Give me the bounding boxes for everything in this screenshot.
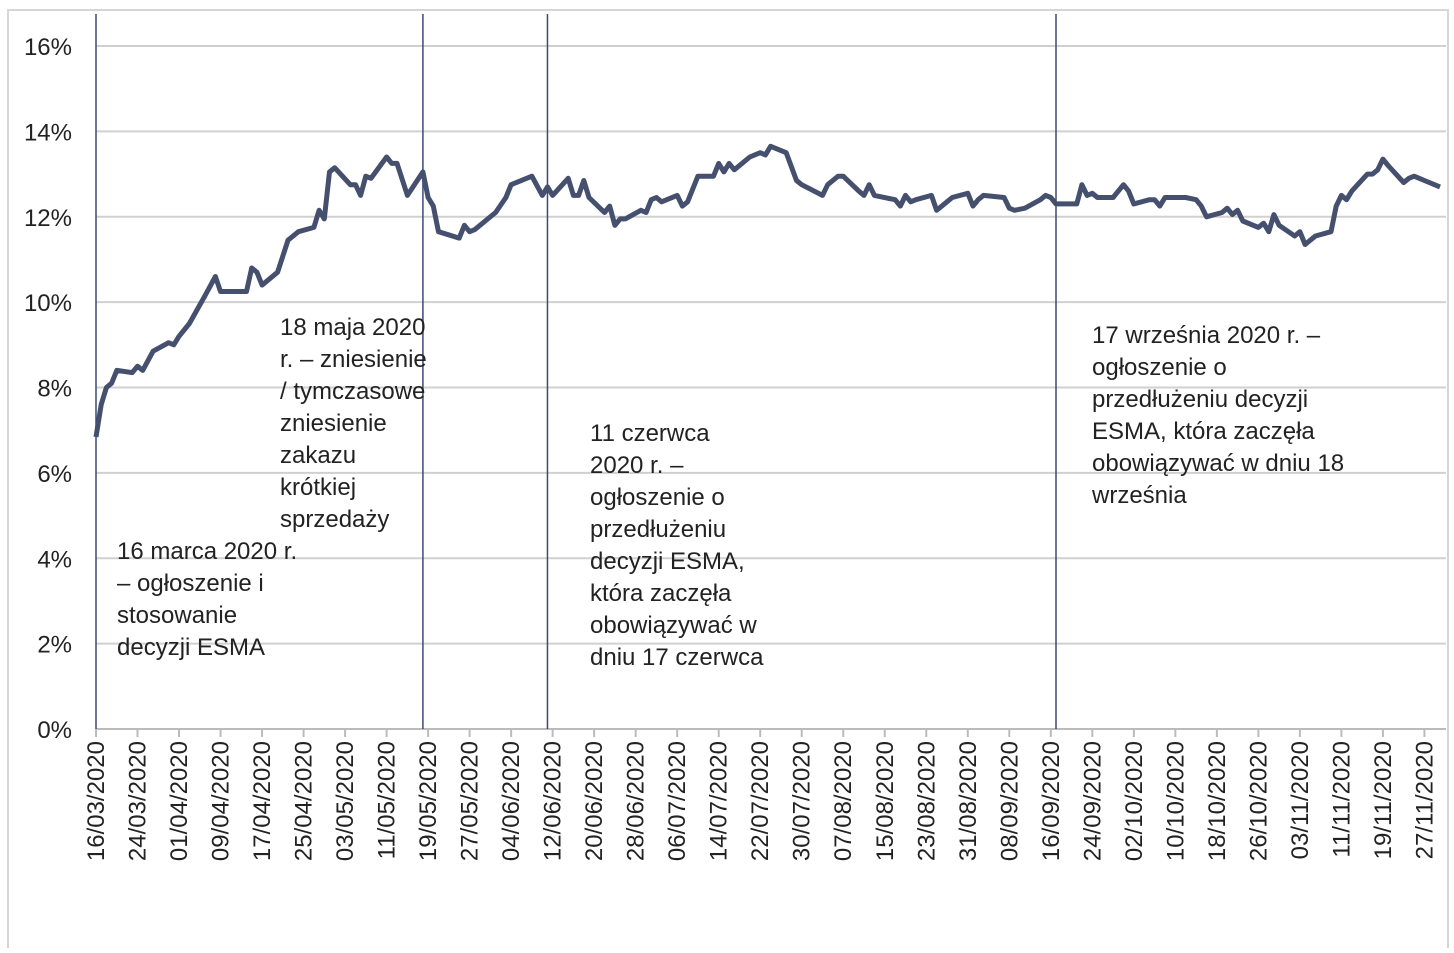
- x-tick-label: 18/10/2020: [1204, 741, 1231, 861]
- x-tick-label: 07/08/2020: [830, 741, 857, 861]
- annotation-text: ogłoszenie o: [1092, 354, 1227, 381]
- x-tick-label: 08/09/2020: [996, 741, 1023, 861]
- x-tick-label: 27/11/2020: [1411, 741, 1438, 859]
- x-tick-label: 02/10/2020: [1121, 741, 1148, 861]
- annotation-text: ogłoszenie o: [590, 484, 725, 511]
- x-tick-label: 03/05/2020: [332, 741, 359, 861]
- x-tick-label: 22/07/2020: [747, 741, 774, 861]
- annotation-text: obowiązywać w: [590, 612, 757, 639]
- y-tick-label: 4%: [37, 546, 72, 573]
- annotation-text: ESMA, która zaczęła: [1092, 418, 1315, 445]
- annotation-text: r. – zniesienie: [280, 346, 427, 373]
- annotation-text: krótkiej: [280, 474, 356, 501]
- annotation-text: sprzedaży: [280, 506, 389, 533]
- x-tick-label: 20/06/2020: [581, 741, 608, 861]
- x-tick-label: 14/07/2020: [706, 741, 733, 861]
- x-tick-label: 12/06/2020: [540, 741, 567, 861]
- annotation-text: – ogłoszenie i: [117, 570, 264, 597]
- x-tick-label: 03/11/2020: [1287, 741, 1314, 859]
- y-tick-label: 10%: [24, 290, 72, 317]
- x-tick-label: 24/03/2020: [125, 741, 152, 861]
- annotation-text: 16 marca 2020 r.: [117, 538, 297, 565]
- y-tick-label: 8%: [37, 376, 72, 403]
- annotation-text: przedłużeniu: [590, 516, 726, 543]
- x-tick-label: 01/04/2020: [166, 741, 193, 861]
- x-tick-label: 16/03/2020: [83, 741, 110, 861]
- x-tick-label: 17/04/2020: [249, 741, 276, 861]
- x-tick-label: 19/05/2020: [415, 741, 442, 861]
- annotation-text: 11 czerwca: [590, 420, 710, 447]
- line: [93, 143, 1441, 438]
- annotation-text: 18 maja 2020: [280, 314, 425, 341]
- x-tick-label: 31/08/2020: [955, 741, 982, 861]
- annotation-text: dniu 17 czerwca: [590, 644, 764, 671]
- annotation-text: obowiązywać w dniu 18: [1092, 450, 1344, 477]
- x-tick-label: 28/06/2020: [623, 741, 650, 861]
- x-tick-label: 25/04/2020: [291, 741, 318, 861]
- x-tick-label: 19/11/2020: [1370, 741, 1397, 859]
- annotation-text: zakazu: [280, 442, 356, 469]
- y-tick-label: 0%: [37, 717, 72, 744]
- x-tick-label: 16/09/2020: [1038, 741, 1065, 861]
- annotation-text: 2020 r. –: [590, 452, 684, 479]
- x-tick-label: 09/04/2020: [208, 741, 235, 861]
- y-tick-label: 12%: [24, 205, 72, 232]
- x-tick-label: 04/06/2020: [498, 741, 525, 861]
- x-tick-label: 15/08/2020: [872, 741, 899, 861]
- annotation-text: / tymczasowe: [280, 378, 425, 405]
- y-tick-label: 2%: [37, 632, 72, 659]
- annotation-text: decyzji ESMA,: [590, 548, 745, 575]
- x-tick-label: 11/05/2020: [374, 741, 401, 859]
- annotation-text: przedłużeniu decyzji: [1092, 386, 1308, 413]
- x-tick-label: 10/10/2020: [1162, 741, 1189, 861]
- x-tick-label: 06/07/2020: [664, 741, 691, 861]
- annotation-text: decyzji ESMA: [117, 634, 265, 661]
- annotation-text: 17 września 2020 r. –: [1092, 322, 1321, 349]
- y-tick-label: 16%: [24, 34, 72, 61]
- y-tick-label: 14%: [24, 119, 72, 146]
- annotation-text: stosowanie: [117, 602, 237, 629]
- x-tick-label: 26/10/2020: [1245, 741, 1272, 861]
- x-tick-label: 30/07/2020: [789, 741, 816, 861]
- y-tick-label: 6%: [37, 461, 72, 488]
- annotation-text: września: [1091, 482, 1187, 509]
- x-tick-label: 27/05/2020: [457, 741, 484, 861]
- x-tick-label: 23/08/2020: [913, 741, 940, 861]
- annotation-text: zniesienie: [280, 410, 387, 437]
- x-tick-label: 11/11/2020: [1328, 741, 1355, 858]
- x-tick-label: 24/09/2020: [1079, 741, 1106, 861]
- annotation-text: która zaczęła: [590, 580, 732, 607]
